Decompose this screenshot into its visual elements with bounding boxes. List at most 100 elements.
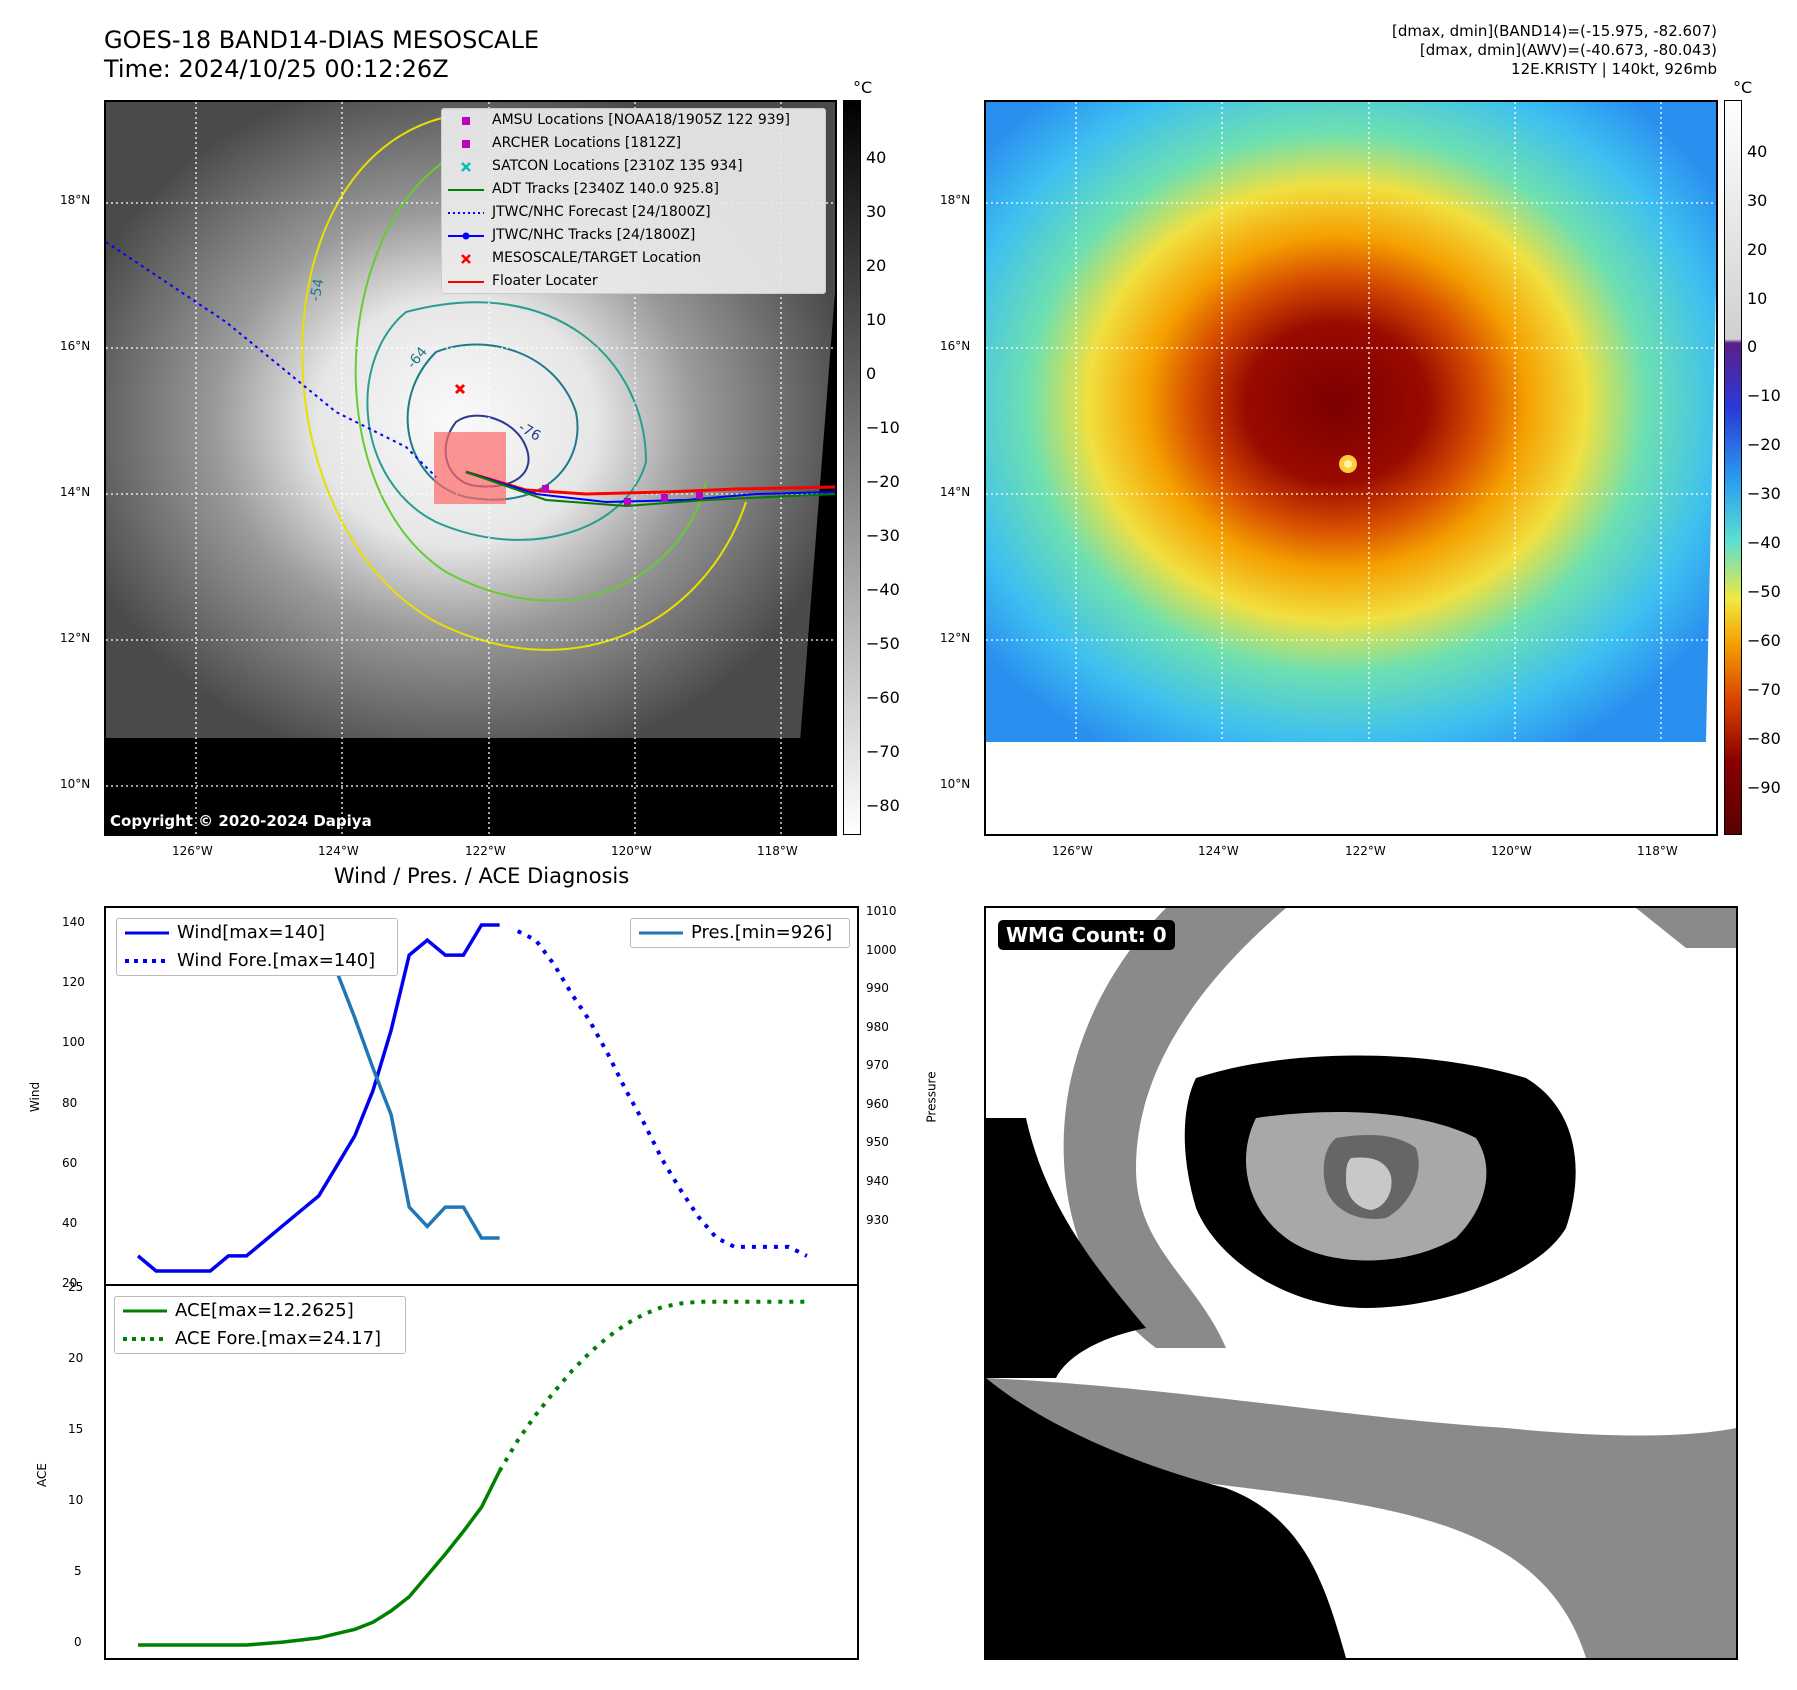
- pressure-tick: 930: [866, 1212, 889, 1227]
- line-marker-icon: [639, 931, 683, 935]
- lat-label: 12°N: [60, 631, 91, 645]
- lon-label: 126°W: [172, 844, 213, 858]
- ace-panel: ACE[max=12.2625] ACE Fore.[max=24.17]: [104, 1284, 859, 1660]
- colorbar-tick: 20: [866, 256, 887, 275]
- colorbar-tick: 10: [1747, 289, 1768, 308]
- legend-adt: ADT Tracks [2340Z 140.0 925.8]: [442, 178, 825, 201]
- x-marker-icon: [461, 162, 471, 172]
- wind-tick: 120: [62, 975, 85, 990]
- title-satellite: GOES-18 BAND14-DIAS MESOSCALE: [104, 26, 540, 54]
- wind-tick: 60: [62, 1155, 78, 1170]
- line-marker-icon: [123, 1309, 167, 1313]
- pressure-tick: 950: [866, 1135, 889, 1150]
- ir-map-panel: -54 -64 -76 Copyright © 2020-2024 Dapiya…: [104, 100, 837, 836]
- colorbar-tick: 40: [866, 148, 887, 167]
- colorbar-tick: −80: [1747, 729, 1781, 748]
- line-dot-icon: [448, 232, 484, 240]
- legend-ace: ACE[max=12.2625]: [115, 1297, 405, 1325]
- pressure-legend: Pres.[min=926]: [630, 918, 850, 948]
- colorbar-tick: −30: [866, 526, 900, 545]
- wmg-count-badge: WMG Count: 0: [998, 920, 1175, 950]
- ace-plot: [138, 1299, 807, 1647]
- wind-legend: Wind[max=140] Wind Fore.[max=140]: [116, 918, 398, 976]
- map-legend: AMSU Locations [NOAA18/1905Z 122 939] AR…: [441, 108, 826, 294]
- lon-label: 120°W: [611, 844, 652, 858]
- colorbar-tick: −80: [866, 796, 900, 815]
- ace-line: [138, 1470, 502, 1647]
- lon-label: 122°W: [1345, 844, 1386, 858]
- ace-tick: 5: [74, 1563, 82, 1578]
- dotted-line-icon: [125, 959, 169, 963]
- diagnosis-title: Wind / Pres. / ACE Diagnosis: [333, 864, 630, 888]
- dotted-line-icon: [448, 212, 484, 214]
- legend-jtwc-tracks: JTWC/NHC Tracks [24/1800Z]: [442, 224, 825, 247]
- legend-target: MESOSCALE/TARGET Location: [442, 247, 825, 270]
- colorbar-tick: −60: [866, 688, 900, 707]
- line-marker-icon: [448, 189, 484, 191]
- colorbar-tick: 30: [1747, 191, 1768, 210]
- wind-tick: 140: [62, 915, 85, 930]
- legend-floater: Floater Locater: [442, 270, 825, 293]
- pressure-axis-label: Pressure: [924, 1071, 939, 1123]
- dotted-line-icon: [123, 1337, 167, 1341]
- main-title: GOES-18 BAND14-DIAS MESOSCALE Time: 2024…: [104, 26, 539, 84]
- storm-info: [dmax, dmin](BAND14)=(-15.975, -82.607) …: [1392, 22, 1717, 79]
- colorbar-tick: 0: [866, 364, 877, 383]
- wind-tick: 40: [62, 1215, 78, 1230]
- gray-colorbar: [843, 100, 861, 835]
- colorbar-tick: −10: [866, 418, 900, 437]
- lat-label: 10°N: [60, 777, 91, 791]
- lat-label: 14°N: [940, 485, 971, 499]
- pressure-tick: 980: [866, 1019, 889, 1034]
- wind-pressure-panel: Wind[max=140] Wind Fore.[max=140] Pres.[…: [104, 906, 859, 1286]
- colorbar-tick: −40: [866, 580, 900, 599]
- lon-label: 122°W: [465, 844, 506, 858]
- legend-ace-fore: ACE Fore.[max=24.17]: [115, 1325, 405, 1353]
- wmg-image: [986, 908, 1736, 1658]
- lat-label: 14°N: [60, 485, 91, 499]
- pressure-tick: 960: [866, 1096, 889, 1111]
- lat-label: 18°N: [940, 193, 971, 207]
- floater-box: [434, 432, 506, 504]
- enhanced-map-panel: [984, 100, 1718, 836]
- legend-archer: ARCHER Locations [1812Z]: [442, 132, 825, 155]
- lat-label: 12°N: [940, 631, 971, 645]
- colorbar-tick: −70: [866, 742, 900, 761]
- legend-pressure: Pres.[min=926]: [631, 919, 849, 947]
- colorbar-tick: 20: [1747, 240, 1768, 259]
- ace-tick: 20: [68, 1350, 84, 1365]
- wind-tick: 20: [62, 1276, 78, 1290]
- ace-tick: 25: [68, 1280, 84, 1294]
- lon-label: 118°W: [1637, 844, 1678, 858]
- ace-legend: ACE[max=12.2625] ACE Fore.[max=24.17]: [114, 1296, 406, 1354]
- legend-forecast: JTWC/NHC Forecast [24/1800Z]: [442, 201, 825, 224]
- pressure-tick: 940: [866, 1174, 889, 1188]
- lat-label: 10°N: [940, 777, 971, 791]
- wmg-panel: WMG Count: 0: [984, 906, 1738, 1660]
- x-marker-icon: [461, 254, 471, 264]
- colorbar-tick: 10: [866, 310, 887, 329]
- pressure-tick: 1000: [866, 942, 897, 957]
- ace-axis-label: ACE: [34, 1463, 49, 1487]
- colorbar-tick: −90: [1747, 778, 1781, 797]
- colorbar-tick: −60: [1747, 631, 1781, 650]
- square-marker-icon: [462, 117, 470, 125]
- gray-colorbar-unit: °C: [853, 78, 873, 97]
- colorbar-tick: −50: [1747, 582, 1781, 601]
- lat-label: 16°N: [940, 339, 971, 353]
- color-colorbar-unit: °C: [1733, 78, 1753, 97]
- wind-axis-label: Wind: [28, 1081, 43, 1113]
- colorbar-tick: 30: [866, 202, 887, 221]
- info-band14: [dmax, dmin](BAND14)=(-15.975, -82.607): [1392, 22, 1717, 40]
- title-time: Time: 2024/10/25 00:12:26Z: [104, 55, 449, 83]
- info-awv: [dmax, dmin](AWV)=(-40.673, -80.043): [1419, 41, 1717, 59]
- lon-label: 120°W: [1491, 844, 1532, 858]
- colorbar-tick: −30: [1747, 484, 1781, 503]
- colorbar-tick: −20: [866, 472, 900, 491]
- ace-tick: 15: [68, 1421, 84, 1436]
- pressure-tick: 1010: [866, 904, 897, 918]
- legend-amsu: AMSU Locations [NOAA18/1905Z 122 939]: [442, 109, 825, 132]
- colorbar-tick: −10: [1747, 386, 1781, 405]
- colorbar-tick: −40: [1747, 533, 1781, 552]
- line-marker-icon: [125, 931, 169, 935]
